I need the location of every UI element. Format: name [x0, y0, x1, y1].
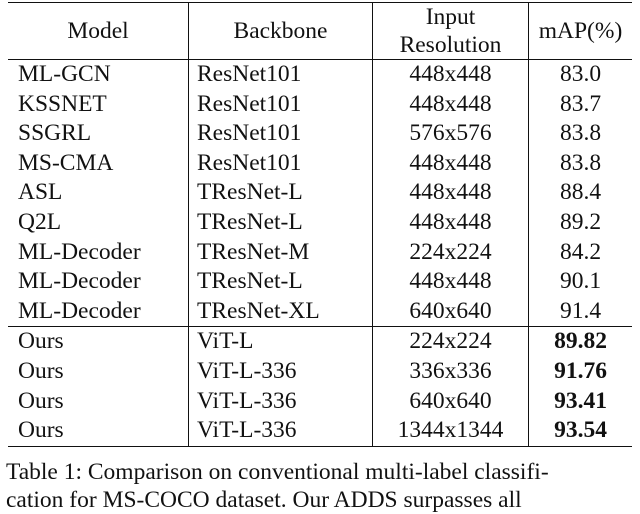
cell-resolution: 640x640: [372, 386, 529, 417]
table-row: MS-CMA ResNet101 448x448 83.8: [8, 148, 632, 179]
table-row: ML-Decoder TResNet-L 448x448 90.1: [8, 267, 632, 297]
cell-model: Ours: [18, 417, 64, 444]
cell-map: 83.8: [528, 148, 632, 179]
cell-resolution: 1344x1344: [372, 416, 529, 447]
cell-map: 84.2: [528, 237, 632, 268]
cell-model: Ours: [8, 326, 189, 357]
table-caption: Table 1: Comparison on conventional mult…: [6, 458, 636, 514]
cell-model: Ours: [18, 357, 64, 384]
cell-map: 83.7: [528, 89, 632, 120]
cell-model: MS-CMA: [18, 149, 114, 176]
cell-resolution: 448x448: [372, 148, 529, 179]
cell-resolution: 224x224: [372, 326, 529, 357]
cell-model: Ours: [18, 387, 64, 414]
cell-model: ML-Decoder: [18, 268, 141, 295]
header-row: Model Backbone Input Resolution mAP(%): [8, 2, 632, 60]
cell-backbone: TResNet-L: [188, 267, 373, 297]
cell-map: 89.82: [528, 326, 632, 357]
cell-backbone: ResNet101: [188, 119, 373, 149]
cell-model: ML-Decoder: [18, 297, 141, 324]
cell-backbone: ResNet101: [188, 148, 373, 179]
cell-backbone: TResNet-L: [188, 178, 373, 208]
caption-line-1: Table 1: Comparison on conventional mult…: [6, 459, 549, 485]
ours-row: Ours ViT-L-336 1344x1344 93.54: [8, 416, 632, 447]
ours-row: Ours ViT-L-336 640x640 93.41: [8, 386, 632, 417]
table-row: ML-GCN ResNet101 448x448 83.0: [8, 59, 632, 90]
cell-map: 83.0: [528, 59, 632, 90]
cell-map: 93.54: [528, 416, 632, 447]
ours-row: Ours ViT-L 224x224 89.82: [8, 326, 632, 357]
cell-backbone: ViT-L-336: [188, 386, 373, 417]
cell-map: 89.2: [528, 207, 632, 238]
cell-resolution: 448x448: [372, 89, 529, 120]
cell-model: SSGRL: [18, 120, 92, 147]
header-model: Model: [8, 2, 189, 60]
cell-model: ML-Decoder: [18, 238, 141, 265]
caption-line-2: cation for MS-COCO dataset. Our ADDS sur…: [6, 487, 522, 513]
cell-backbone: ViT-L: [188, 326, 373, 357]
cell-backbone: TResNet-XL: [188, 296, 373, 327]
cell-backbone: TResNet-M: [188, 237, 373, 268]
table-row: KSSNET ResNet101 448x448 83.7: [8, 89, 632, 120]
cell-backbone: ResNet101: [188, 59, 373, 90]
cell-backbone: ViT-L-336: [188, 356, 373, 387]
header-backbone: Backbone: [188, 2, 373, 60]
cell-resolution: 224x224: [372, 237, 529, 268]
cell-resolution: 448x448: [372, 178, 529, 208]
cell-backbone: ViT-L-336: [188, 416, 373, 447]
header-resolution-line2: Resolution: [399, 32, 502, 58]
cell-model: Q2L: [18, 209, 62, 236]
table-row: Q2L TResNet-L 448x448 89.2: [8, 207, 632, 238]
cell-model: KSSNET: [18, 90, 107, 117]
cell-map: 83.8: [528, 119, 632, 149]
cell-resolution: 448x448: [372, 59, 529, 90]
cell-resolution: 640x640: [372, 296, 529, 327]
ours-row: Ours ViT-L-336 336x336 91.76: [8, 356, 632, 387]
cell-backbone: ResNet101: [188, 89, 373, 120]
cell-resolution: 448x448: [372, 207, 529, 238]
table-row: ML-Decoder TResNet-XL 640x640 91.4: [8, 296, 632, 327]
cell-resolution: 576x576: [372, 119, 529, 149]
cell-model: ML-GCN: [18, 61, 111, 88]
cell-resolution: 336x336: [372, 356, 529, 387]
header-resolution: Input Resolution: [372, 2, 529, 60]
header-map: mAP(%): [528, 2, 632, 60]
cell-resolution: 448x448: [372, 267, 529, 297]
table-row: SSGRL ResNet101 576x576 83.8: [8, 119, 632, 149]
results-table: Model Backbone Input Resolution mAP(%) ML…: [8, 2, 632, 447]
cell-model: ASL: [18, 179, 63, 206]
cell-map: 91.4: [528, 296, 632, 327]
cell-map: 88.4: [528, 178, 632, 208]
cell-backbone: TResNet-L: [188, 207, 373, 238]
table-row: ASL TResNet-L 448x448 88.4: [8, 178, 632, 208]
cell-map: 93.41: [528, 386, 632, 417]
header-resolution-line1: Input: [425, 4, 476, 30]
cell-map: 91.76: [528, 356, 632, 387]
table-row: ML-Decoder TResNet-M 224x224 84.2: [8, 237, 632, 268]
cell-map: 90.1: [528, 267, 632, 297]
